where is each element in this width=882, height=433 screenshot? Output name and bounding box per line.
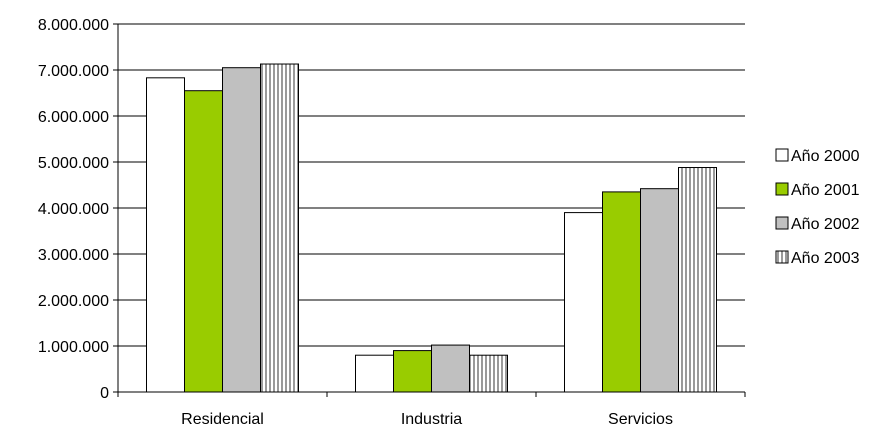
y-tick-label: 3.000.000: [38, 247, 109, 264]
bar: [678, 167, 717, 393]
x-category-label: Residencial: [181, 411, 264, 428]
y-tick-label: 4.000.000: [38, 201, 109, 218]
x-category-label: Servicios: [608, 411, 673, 428]
bar: [469, 354, 508, 393]
bars: [146, 63, 717, 393]
legend-label: Año 2000: [791, 148, 860, 165]
legend-swatch: [775, 182, 789, 196]
y-tick-label: 5.000.000: [38, 155, 109, 172]
legend: Año 2000 Año 2001 Año 2002 Año 2003: [775, 148, 860, 267]
bar: [564, 212, 603, 393]
bar: [260, 63, 299, 393]
legend-label: Año 2001: [791, 182, 860, 199]
legend-label: Año 2002: [791, 216, 860, 233]
legend-label: Año 2003: [791, 250, 860, 267]
y-tick-label: 1.000.000: [38, 339, 109, 356]
bar: [146, 77, 185, 393]
legend-swatch: [775, 216, 789, 230]
legend-swatch: [775, 250, 789, 264]
y-tick-label: 7.000.000: [38, 63, 109, 80]
bar: [640, 188, 679, 393]
bar: [602, 191, 641, 393]
bar: [222, 67, 261, 393]
y-tick-label: 6.000.000: [38, 109, 109, 126]
bar: [355, 354, 394, 393]
axis-labels: 0 1.000.000 2.000.000 3.000.000 4.000.000 5.0…: [38, 17, 673, 428]
y-tick-label: 0: [100, 385, 109, 402]
bar: [431, 344, 470, 393]
legend-swatch: [775, 148, 789, 162]
y-tick-label: 2.000.000: [38, 293, 109, 310]
bar: [393, 350, 432, 393]
bar: [184, 90, 223, 393]
y-tick-label: 8.000.000: [38, 17, 109, 34]
x-category-label: Industria: [401, 411, 462, 428]
